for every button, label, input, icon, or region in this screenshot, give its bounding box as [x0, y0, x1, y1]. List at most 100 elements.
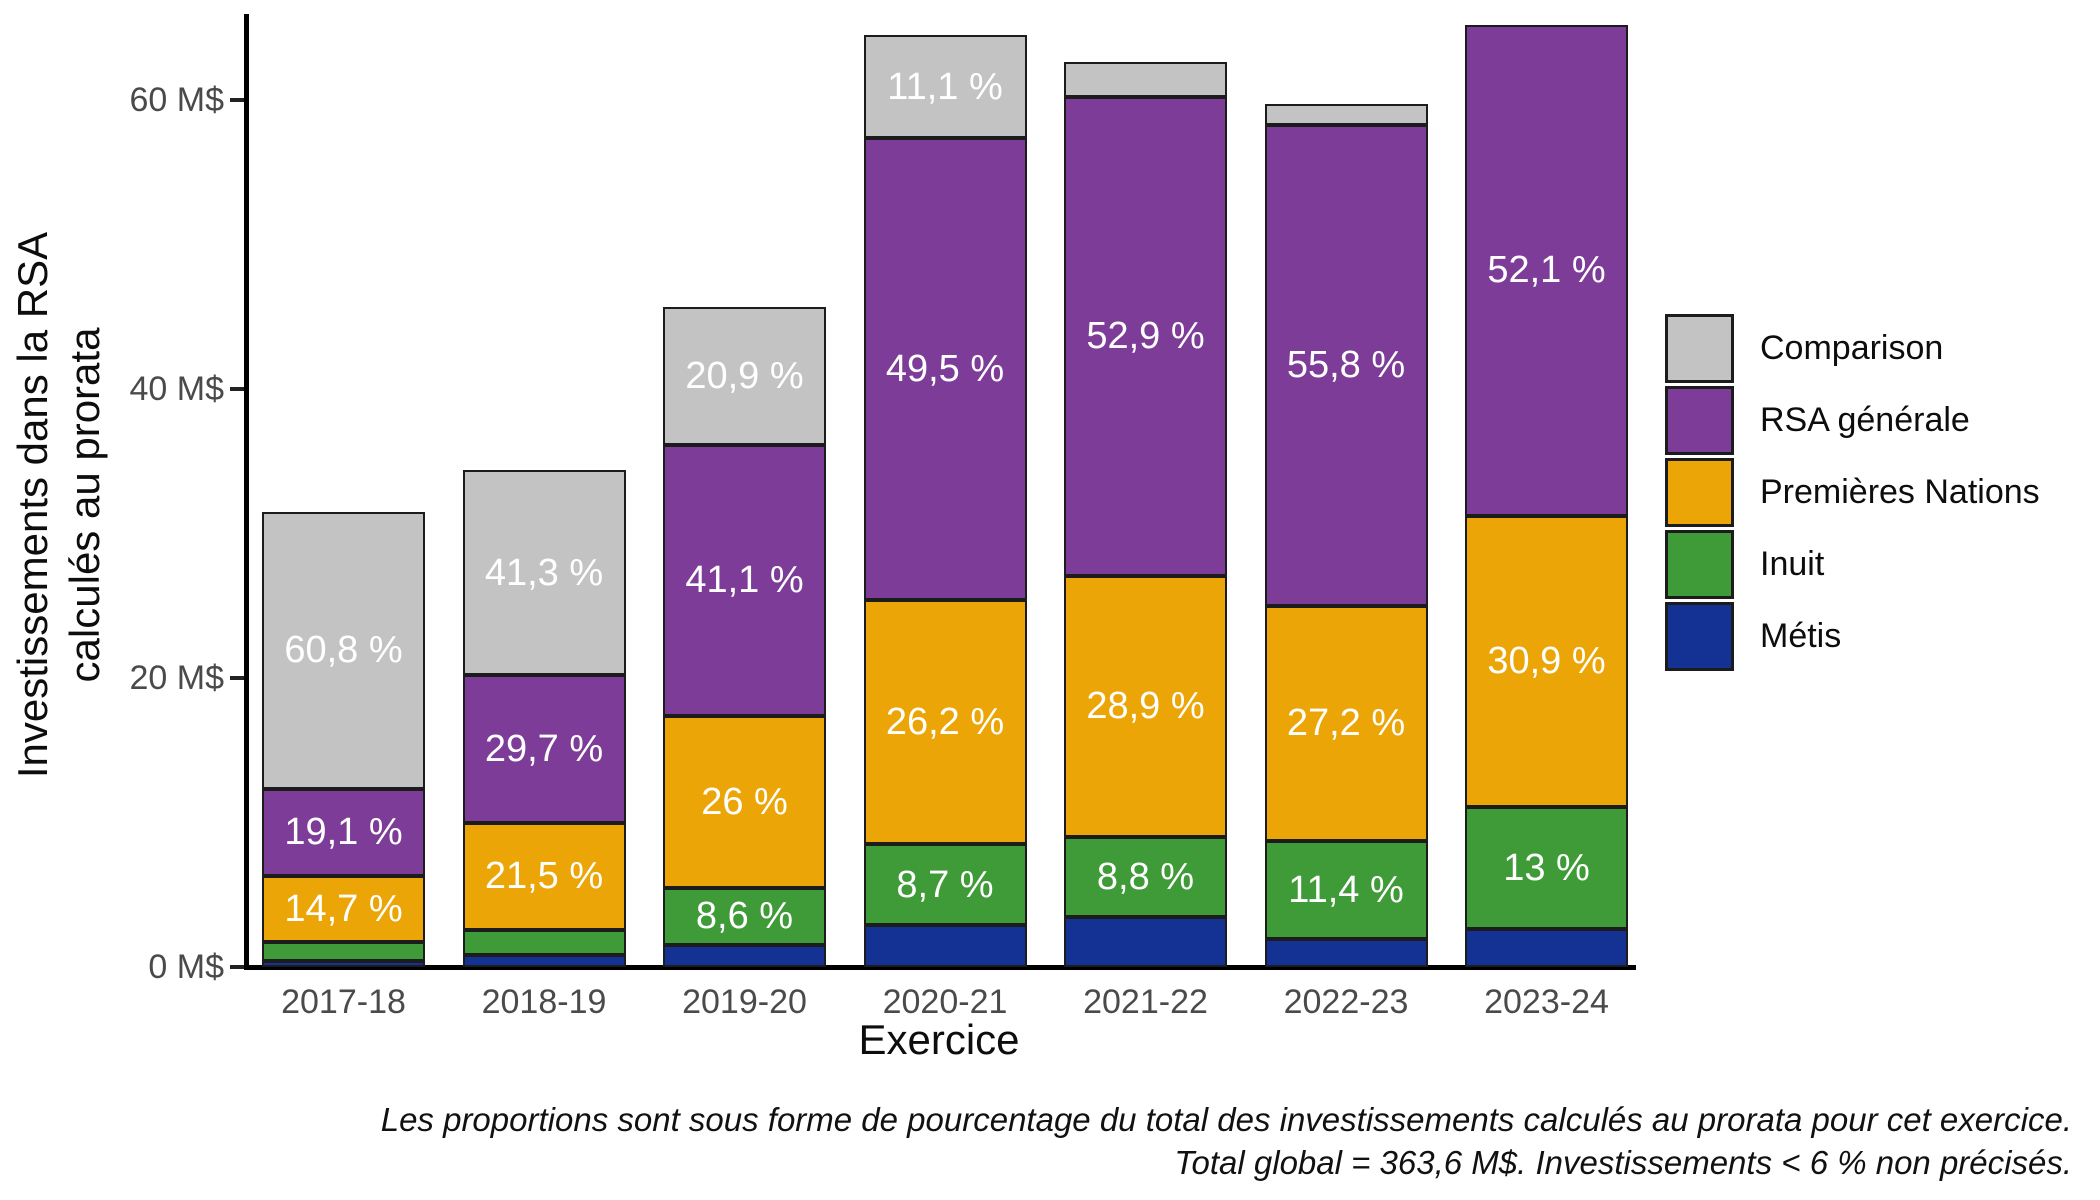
y-tick-mark	[230, 676, 244, 680]
segment-label-Premières Nations-2021-22: 28,9 %	[1086, 685, 1205, 728]
bar-segment-RSA générale-2018-19: 29,7 %	[462, 675, 626, 823]
bar-segment-Métis-2023-24	[1465, 929, 1628, 967]
y-axis-title-line-2: calculés au prorata	[61, 327, 108, 683]
legend-swatch-Métis	[1665, 602, 1734, 671]
bar-segment-Inuit-2021-22: 8,8 %	[1064, 837, 1227, 917]
y-tick-label: 60 M$	[129, 81, 225, 119]
legend-swatch-Premières Nations	[1665, 458, 1734, 527]
bar-segment-Comparison-2017-18: 60,8 %	[262, 511, 425, 789]
bar-segment-Comparison-2022-23	[1264, 104, 1428, 125]
segment-label-Comparison-2017-18: 60,8 %	[284, 629, 403, 672]
y-tick-mark	[230, 98, 244, 102]
x-axis-title: Exercice	[858, 1016, 1020, 1063]
bar-2022-23: 11,4 % 27,2 % 55,8 %	[1264, 104, 1428, 967]
y-axis-line	[244, 14, 249, 970]
y-tick-label: 20 M$	[129, 659, 225, 697]
x-tick-label-2021-22: 2021-22	[1083, 983, 1208, 1021]
bar-segment-Comparison-2018-19: 41,3 %	[462, 469, 626, 676]
bar-segment-Premières Nations-2023-24: 30,9 %	[1465, 515, 1628, 807]
y-axis-title-line-1: Investissements dans la RSA	[9, 231, 56, 779]
bar-segment-Inuit-2018-19	[462, 929, 626, 955]
x-tick-label-2023-24: 2023-24	[1484, 983, 1609, 1021]
bar-2023-24: 13 % 30,9 % 52,1 %	[1465, 24, 1628, 967]
segment-label-RSA générale-2018-19: 29,7 %	[484, 728, 604, 771]
legend-label-RSA générale: RSA générale	[1760, 401, 1970, 439]
bar-segment-Premières Nations-2019-20: 26 %	[663, 716, 826, 888]
bar-segment-RSA générale-2019-20: 41,1 %	[663, 444, 826, 717]
bar-segment-Premières Nations-2022-23: 27,2 %	[1264, 606, 1428, 841]
x-tick-label-2017-18: 2017-18	[281, 983, 406, 1021]
x-tick-label-2020-21: 2020-21	[882, 983, 1008, 1021]
y-tick-label: 40 M$	[129, 370, 225, 408]
x-tick-label-2018-19: 2018-19	[481, 983, 607, 1021]
legend-swatch-RSA générale	[1665, 386, 1734, 455]
legend-label-Premières Nations: Premières Nations	[1760, 473, 2040, 511]
bar-segment-Métis-2018-19	[462, 954, 626, 967]
segment-label-Premières Nations-2023-24: 30,9 %	[1487, 640, 1606, 683]
segment-label-RSA générale-2020-21: 49,5 %	[885, 348, 1005, 391]
bar-segment-RSA générale-2020-21: 49,5 %	[863, 138, 1027, 600]
segment-label-RSA générale-2019-20: 41,1 %	[685, 559, 804, 602]
legend-label-Inuit: Inuit	[1760, 545, 1825, 583]
bar-segment-Métis-2022-23	[1264, 939, 1428, 967]
bar-segment-Premières Nations-2020-21: 26,2 %	[863, 599, 1027, 845]
segment-label-Premières Nations-2017-18: 14,7 %	[284, 887, 403, 930]
legend-item-Métis: Métis	[1665, 602, 2040, 671]
segment-label-RSA générale-2022-23: 55,8 %	[1286, 344, 1406, 387]
segment-label-Inuit-2022-23: 11,4 %	[1288, 868, 1404, 911]
segment-label-Comparison-2020-21: 11,1 %	[887, 65, 1003, 108]
legend-item-RSA générale: RSA générale	[1665, 386, 2040, 455]
x-axis-line	[244, 965, 1636, 970]
bar-segment-Premières Nations-2017-18: 14,7 %	[262, 875, 425, 943]
bar-segment-Inuit-2022-23: 11,4 %	[1264, 840, 1428, 940]
segment-label-RSA générale-2017-18: 19,1 %	[284, 811, 403, 854]
bar-2017-18: 14,7 % 19,1 % 60,8 %	[262, 511, 425, 967]
bar-segment-Métis-2017-18	[262, 960, 425, 967]
legend-item-Inuit: Inuit	[1665, 530, 2040, 599]
bar-segment-Premières Nations-2018-19: 21,5 %	[462, 822, 626, 930]
segment-label-Comparison-2018-19: 41,3 %	[484, 551, 604, 594]
bar-segment-Inuit-2023-24: 13 %	[1465, 806, 1628, 930]
caption-line-2: Total global = 363,6 M$. Investissements…	[1174, 1144, 2072, 1181]
bar-segment-RSA générale-2023-24: 52,1 %	[1465, 24, 1628, 516]
bar-segment-Comparison-2020-21: 11,1 %	[863, 35, 1027, 139]
segment-label-Inuit-2021-22: 8,8 %	[1096, 855, 1195, 898]
legend: Comparison RSA générale Premières Nations I…	[1665, 314, 2040, 674]
segment-label-Inuit-2023-24: 13 %	[1503, 847, 1590, 890]
y-tick-label: 0 M$	[148, 948, 224, 986]
bar-segment-Premières Nations-2021-22: 28,9 %	[1064, 575, 1227, 838]
segment-label-RSA générale-2021-22: 52,9 %	[1086, 315, 1205, 358]
segment-label-Premières Nations-2022-23: 27,2 %	[1286, 702, 1406, 745]
bar-2021-22: 8,8 % 28,9 % 52,9 %	[1064, 62, 1227, 967]
bar-2018-19: 21,5 % 29,7 % 41,3 %	[462, 469, 626, 967]
bar-segment-Inuit-2017-18	[262, 942, 425, 961]
bar-segment-Métis-2019-20	[663, 944, 826, 967]
legend-swatch-Comparison	[1665, 314, 1734, 383]
x-tick-label-2022-23: 2022-23	[1283, 983, 1409, 1021]
segment-label-Comparison-2019-20: 20,9 %	[685, 354, 804, 397]
x-tick-label-2019-20: 2019-20	[682, 983, 807, 1021]
legend-label-Comparison: Comparison	[1760, 329, 1944, 367]
legend-item-Premières Nations: Premières Nations	[1665, 458, 2040, 527]
bar-2020-21: 8,7 % 26,2 % 49,5 % 11,1 %	[863, 35, 1027, 967]
segment-label-Inuit-2019-20: 8,6 %	[695, 895, 794, 938]
segment-label-Inuit-2020-21: 8,7 %	[896, 863, 994, 906]
y-tick-mark	[230, 387, 244, 391]
legend-label-Métis: Métis	[1760, 617, 1842, 655]
y-tick-mark	[230, 965, 244, 969]
caption-line-1: Les proportions sont sous forme de pourc…	[380, 1101, 2072, 1138]
legend-swatch-Inuit	[1665, 530, 1734, 599]
bar-segment-Métis-2020-21	[863, 925, 1027, 967]
bar-segment-Comparison-2019-20: 20,9 %	[663, 306, 826, 445]
legend-item-Comparison: Comparison	[1665, 314, 2040, 383]
bar-segment-Métis-2021-22	[1064, 916, 1227, 967]
segment-label-RSA générale-2023-24: 52,1 %	[1487, 249, 1606, 292]
segment-label-Premières Nations-2018-19: 21,5 %	[484, 855, 604, 898]
y-axis-title: Investissements dans la RSA calculés au …	[7, 125, 117, 885]
bar-segment-Inuit-2020-21: 8,7 %	[863, 844, 1027, 926]
bar-segment-RSA générale-2017-18: 19,1 %	[262, 788, 425, 876]
bar-segment-RSA générale-2022-23: 55,8 %	[1264, 124, 1428, 607]
bar-2019-20: 8,6 % 26 % 41,1 % 20,9 %	[663, 306, 826, 967]
segment-label-Premières Nations-2019-20: 26 %	[701, 781, 788, 823]
